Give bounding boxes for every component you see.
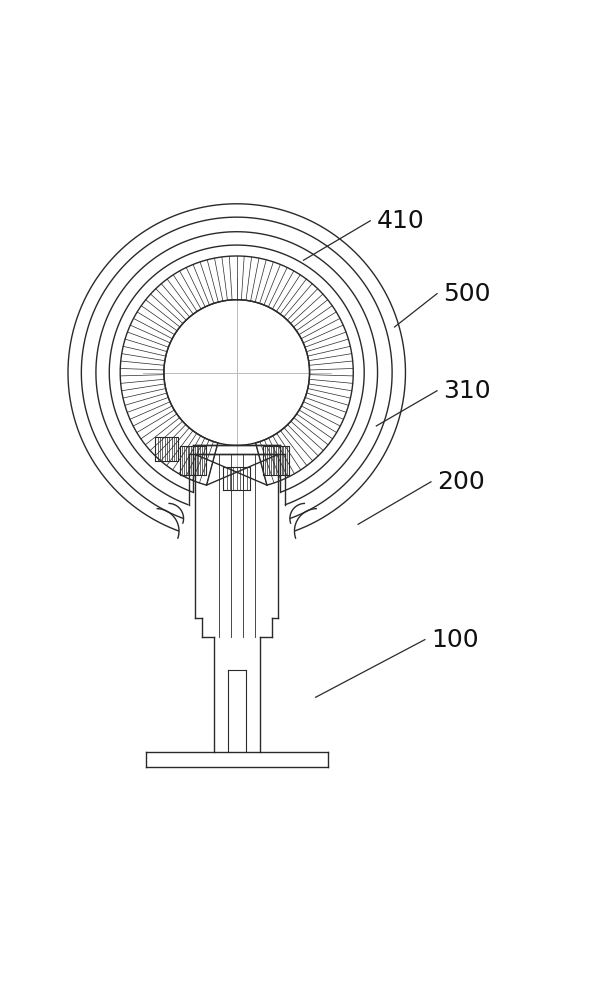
Text: 310: 310 [443,379,490,403]
Text: 500: 500 [443,282,490,306]
Text: 410: 410 [376,209,424,233]
Text: 100: 100 [431,628,478,652]
Text: 200: 200 [437,470,485,494]
